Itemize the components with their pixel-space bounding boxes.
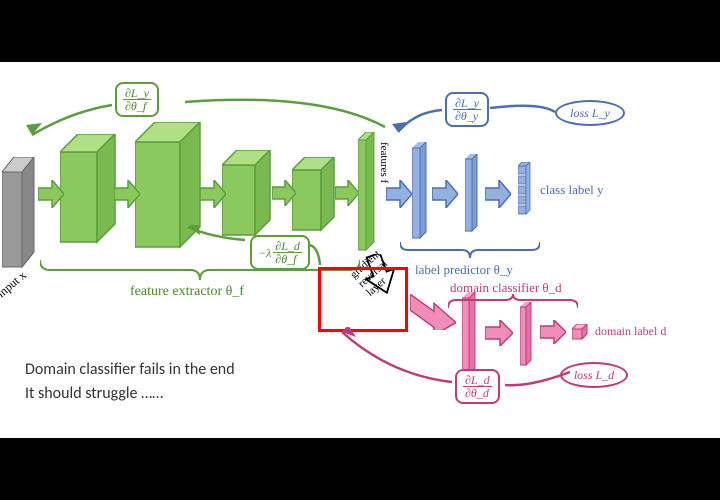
feature-extractor-label: feature extractor θ_f (130, 284, 244, 300)
class-output (518, 162, 534, 224)
blue-backprop-curve (390, 102, 560, 142)
blue-loss: loss L_y (555, 100, 625, 126)
caption-line2: It should struggle …… (25, 384, 163, 403)
fwd-arrow-3 (200, 180, 226, 208)
blue-arrow-3 (485, 180, 511, 208)
pink-backprop-curve (330, 327, 580, 397)
domain-label-text: domain label d (595, 324, 666, 339)
caption-line1: Domain classifier fails in the end (25, 360, 235, 379)
fwd-arrow-5 (335, 180, 359, 206)
green-backprop-d (180, 225, 330, 270)
features-label: features f (378, 142, 390, 183)
fc-blue-1 (412, 142, 430, 244)
blue-arrow-1 (386, 180, 412, 208)
fwd-arrow-1 (38, 180, 64, 208)
blue-arrow-2 (432, 180, 458, 208)
grl-redbox (318, 267, 408, 332)
class-label-text: class label y (540, 182, 604, 198)
diagram-canvas: input x features f feature extractor θ_f… (0, 62, 720, 438)
blue-brace (400, 242, 540, 260)
fc-blue-2 (465, 154, 481, 236)
pink-brace (448, 294, 578, 308)
fwd-arrow-2 (114, 180, 140, 208)
green-backprop-y (20, 87, 390, 142)
fwd-arrow-4 (272, 180, 296, 206)
features-bar (358, 132, 378, 257)
label-predictor-label: label predictor θ_y (415, 262, 513, 278)
input-block (2, 157, 44, 277)
